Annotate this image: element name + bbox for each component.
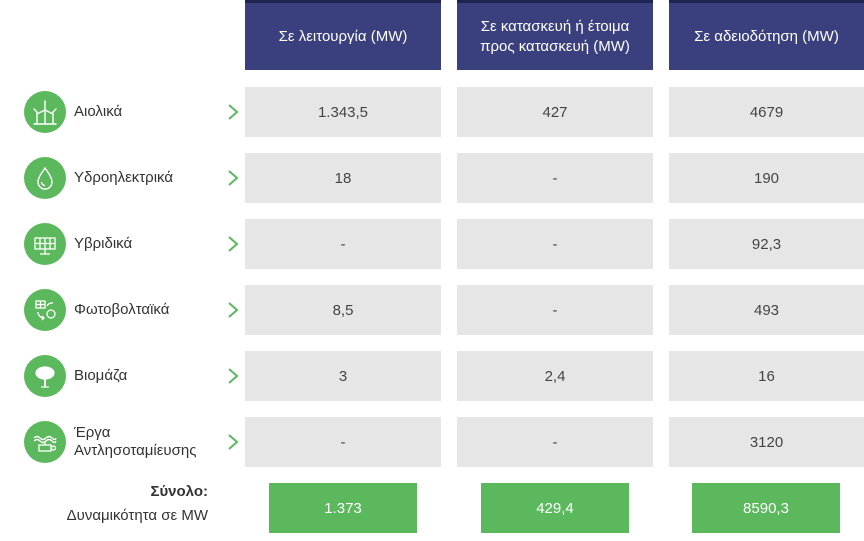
row-photovoltaic[interactable]: Φωτοβολταϊκά xyxy=(24,285,240,335)
cell-hydro-licensing: 190 xyxy=(669,153,864,203)
totals-label: Σύνολο: Δυναμικότητα σε MW xyxy=(0,480,208,536)
cell-hydro-construction: - xyxy=(457,153,653,203)
row-label-wind: Αιολικά xyxy=(74,103,123,120)
header-operating: Σε λειτουργία (MW) xyxy=(245,0,441,70)
pumped-storage-icon xyxy=(24,421,66,463)
row-pumped-storage[interactable]: Έργα Αντλησοταμίευσης xyxy=(24,417,240,467)
totals-subtitle: Δυναμικότητα σε MW xyxy=(66,507,208,524)
solar-panel-icon xyxy=(24,223,66,265)
total-operating: 1.373 xyxy=(269,483,417,533)
cell-photovoltaic-operating: 8,5 xyxy=(245,285,441,335)
cell-wind-licensing: 4679 xyxy=(669,87,864,137)
cell-wind-operating: 1.343,5 xyxy=(245,87,441,137)
total-licensing: 8590,3 xyxy=(692,483,840,533)
row-label-photovoltaic: Φωτοβολταϊκά xyxy=(74,301,170,318)
totals-title: Σύνολο: xyxy=(150,483,208,500)
cell-hybrid-operating: - xyxy=(245,219,441,269)
cell-pumped-storage-construction: - xyxy=(457,417,653,467)
row-biomass[interactable]: Βιομάζα xyxy=(24,351,240,401)
row-hydro[interactable]: Υδροηλεκτρικά xyxy=(24,153,240,203)
chevron-right-icon[interactable] xyxy=(226,432,240,452)
wind-turbine-icon xyxy=(24,91,66,133)
row-label-hydro: Υδροηλεκτρικά xyxy=(74,169,174,186)
row-label-pumped-storage: Έργα Αντλησοταμίευσης xyxy=(74,424,197,459)
cell-photovoltaic-construction: - xyxy=(457,285,653,335)
total-construction: 429,4 xyxy=(481,483,629,533)
row-hybrid[interactable]: Υβριδικά xyxy=(24,219,240,269)
row-label-hybrid: Υβριδικά xyxy=(74,235,133,252)
cell-pumped-storage-licensing: 3120 xyxy=(669,417,864,467)
cell-biomass-operating: 3 xyxy=(245,351,441,401)
cell-biomass-licensing: 16 xyxy=(669,351,864,401)
cell-wind-construction: 427 xyxy=(457,87,653,137)
tree-icon xyxy=(24,355,66,397)
chevron-right-icon[interactable] xyxy=(226,300,240,320)
row-label-biomass: Βιομάζα xyxy=(74,367,128,384)
row-wind[interactable]: Αιολικά xyxy=(24,87,240,137)
chevron-right-icon[interactable] xyxy=(226,234,240,254)
cell-hybrid-construction: - xyxy=(457,219,653,269)
cell-pumped-storage-operating: - xyxy=(245,417,441,467)
chevron-right-icon[interactable] xyxy=(226,168,240,188)
photovoltaic-icon xyxy=(24,289,66,331)
chevron-right-icon[interactable] xyxy=(226,366,240,386)
header-construction: Σε κατασκευή ή έτοιμα προς κατασκευή (MW… xyxy=(457,0,653,70)
cell-hybrid-licensing: 92,3 xyxy=(669,219,864,269)
cell-biomass-construction: 2,4 xyxy=(457,351,653,401)
water-drop-icon xyxy=(24,157,66,199)
cell-photovoltaic-licensing: 493 xyxy=(669,285,864,335)
header-licensing: Σε αδειοδότηση (MW) xyxy=(669,0,864,70)
chevron-right-icon[interactable] xyxy=(226,102,240,122)
cell-hydro-operating: 18 xyxy=(245,153,441,203)
